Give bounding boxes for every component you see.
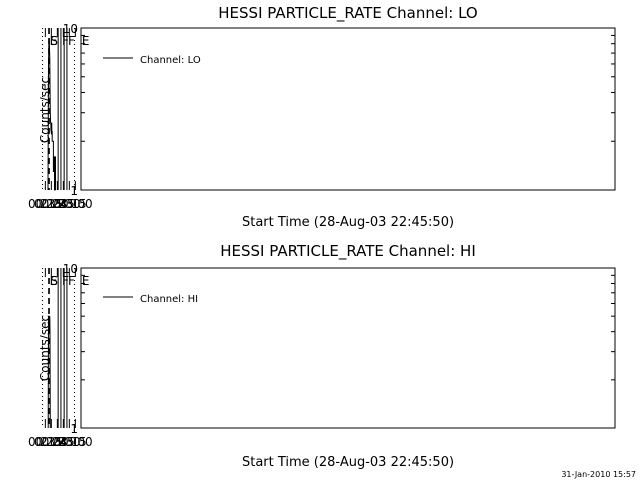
panel-hi-legend-label: Channel: HI (140, 294, 198, 305)
panel-lo-event-label: F (62, 34, 69, 48)
panel-lo-xlabel: Start Time (28-Aug-03 22:45:50) (242, 215, 454, 230)
panel-hi: HESSI PARTICLE_RATE Channel: HI Start Ti… (28, 242, 616, 470)
panel-lo-xtick-label: 23:00 (58, 197, 93, 211)
panel-hi-event-label: F (68, 274, 75, 288)
panel-lo-event-label: E (50, 34, 58, 48)
panel-lo-event-label: S (50, 34, 58, 48)
panel-hi-frame (80, 267, 616, 429)
panel-lo-xtick-label: 00:15 (28, 197, 63, 211)
panel-hi-xtick-label: 23:00 (58, 435, 93, 449)
panel-hi-series-line (47, 315, 51, 429)
panel-lo-frame (80, 27, 616, 191)
panel-lo-title: HESSI PARTICLE_RATE Channel: LO (218, 4, 477, 23)
print-timestamp: 31-Jan-2010 15:57 (561, 470, 636, 479)
panel-hi-xlabel: Start Time (28-Aug-03 22:45:50) (242, 455, 454, 470)
panel-hi-xtick-label: 00:00 (34, 435, 69, 449)
panel-lo-ytick-label: 1 (70, 184, 78, 198)
panel-hi-xtick-label: 23:30 (46, 435, 81, 449)
panel-hi-event-label: E (82, 274, 90, 288)
panel-lo-event-label: E (82, 34, 90, 48)
panel-hi-title: HESSI PARTICLE_RATE Channel: HI (220, 242, 476, 261)
panel-hi-xtick-label: 00:15 (28, 435, 63, 449)
panel-lo-event-label: F (68, 34, 75, 48)
panel-hi-event-label: F (62, 274, 69, 288)
panel-lo-xtick-label: 23:15 (52, 197, 87, 211)
panel-hi-xtick-label: 23:15 (52, 435, 87, 449)
panel-lo-xtick-label: 00:00 (34, 197, 69, 211)
panel-lo: HESSI PARTICLE_RATE Channel: LO Start Ti… (28, 4, 616, 230)
panel-lo-xtick-label: 23:30 (46, 197, 81, 211)
panel-hi-event-label: S (50, 274, 58, 288)
panel-lo-legend-label: Channel: LO (140, 55, 201, 66)
panel-lo-xtick-label: 23:45 (40, 197, 75, 211)
panel-hi-event-label: E (50, 274, 58, 288)
panel-lo-series-line (47, 39, 56, 191)
panel-hi-ytick-label: 1 (70, 422, 78, 436)
panel-hi-xtick-label: 23:45 (40, 435, 75, 449)
